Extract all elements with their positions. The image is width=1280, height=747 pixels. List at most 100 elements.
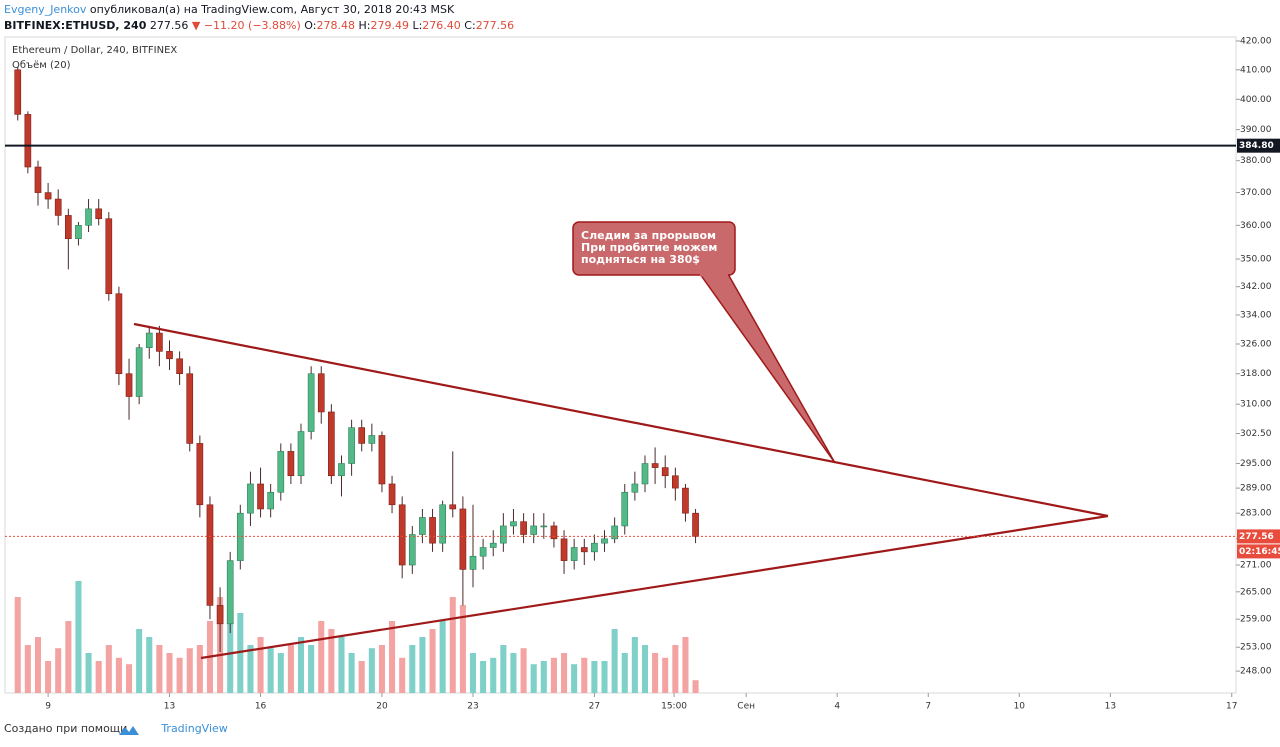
volume-bar <box>115 657 122 693</box>
volume-bar <box>561 653 568 693</box>
volume-bar <box>34 637 42 693</box>
candle-body <box>611 525 618 540</box>
author[interactable]: Evgeny_Jenkov <box>4 3 87 16</box>
volume-bar <box>186 648 193 693</box>
candle-body <box>601 538 608 544</box>
y-tick-label: 318.00 <box>1240 369 1272 379</box>
triangle-drawing <box>133 322 1109 660</box>
candle-body <box>692 512 699 537</box>
volume-bar <box>682 637 689 693</box>
volume-bar <box>672 645 679 693</box>
volume-bar <box>378 645 385 693</box>
y-tick-label: 265.00 <box>1240 587 1272 597</box>
candle-body <box>115 293 123 375</box>
candle-body <box>408 534 416 566</box>
y-tick-label: 310.00 <box>1240 400 1272 410</box>
x-tick-label: 23 <box>467 702 478 712</box>
candle-body <box>105 218 113 295</box>
callout-text: подняться на 380$ <box>581 253 700 266</box>
candle-body <box>651 463 659 468</box>
candle-body <box>621 491 629 527</box>
candle-body <box>85 208 92 226</box>
y-tick-label: 400.00 <box>1240 95 1272 105</box>
legend-subtitle: Объём (20) <box>12 60 71 71</box>
candle-body <box>419 517 426 535</box>
volume-bar <box>662 657 669 693</box>
x-tick-label: 17 <box>1226 702 1237 712</box>
x-tick-label: 13 <box>164 702 175 712</box>
candle-body <box>206 504 214 606</box>
volume-bar <box>641 645 649 693</box>
countdown-box <box>1237 544 1280 559</box>
price-label: 277.56 <box>1239 532 1274 542</box>
candle-body <box>388 483 396 506</box>
candle-body <box>500 525 507 544</box>
ohlc-key: L: <box>412 19 423 32</box>
volume-bar <box>126 664 133 693</box>
header-line-2: BITFINEX:ETHUSD, 240 277.56 ▼ −11.20 (−3… <box>4 18 514 34</box>
y-tick-label: 410.00 <box>1240 65 1272 75</box>
trend-line <box>133 322 1109 518</box>
volume-bar <box>65 621 72 693</box>
candle-body <box>560 538 568 561</box>
candle-body <box>378 435 386 485</box>
y-tick-label: 289.00 <box>1240 484 1272 494</box>
volume-bar <box>287 645 294 693</box>
candle-body <box>489 542 497 548</box>
ohlc-value: 279.49 <box>370 19 409 32</box>
volume-bar <box>308 645 315 693</box>
volume-bar <box>571 664 578 693</box>
candle-body <box>54 198 62 216</box>
callout <box>572 221 736 276</box>
volume-bar <box>237 613 244 693</box>
candle-body <box>570 547 578 561</box>
legend-title: Ethereum / Dollar, 240, BITFINEX <box>12 45 177 56</box>
volume-bar <box>146 637 153 693</box>
ohlc-value: 277.56 <box>475 19 515 32</box>
change: −11.20 (−3.88%) <box>203 19 301 32</box>
y-tick-label: 370.00 <box>1240 188 1272 198</box>
y-tick-label: 380.00 <box>1240 156 1272 166</box>
y-tick-label: 259.00 <box>1240 615 1272 625</box>
volume-bar <box>601 661 608 693</box>
candle-body <box>216 605 224 625</box>
volume-bar <box>409 645 416 693</box>
candle-body <box>65 215 72 240</box>
x-tick-label: 20 <box>376 702 388 712</box>
candle-body <box>186 373 194 444</box>
ohlc-key: C: <box>464 19 476 32</box>
candle-body <box>307 373 315 432</box>
volume-bar <box>389 621 396 693</box>
candle-body <box>328 411 335 477</box>
candle-body <box>530 525 538 535</box>
candle-body <box>267 491 274 510</box>
arrow: ▼ <box>191 19 201 32</box>
volume-bar <box>257 637 264 693</box>
volume-bar <box>510 653 517 693</box>
footer: Создано при помощи TradingView <box>4 722 228 735</box>
volume-bar <box>136 629 143 693</box>
volume-bar <box>611 629 618 693</box>
candle-body <box>550 525 558 540</box>
published: опубликовал(а) на TradingView.com, Авгус… <box>89 3 455 16</box>
candle-body <box>317 373 325 413</box>
volume-bar <box>520 648 527 693</box>
volume-bar <box>581 657 588 693</box>
candle-body <box>156 332 163 352</box>
header: Evgeny_Jenkov опубликовал(а) на TradingV… <box>4 2 514 34</box>
candle-body <box>591 542 598 553</box>
ohlc-key: H: <box>358 19 371 32</box>
volume-bar <box>631 637 638 693</box>
x-tick-label: 7 <box>925 702 931 712</box>
y-tick-label: 390.00 <box>1240 125 1272 135</box>
volume-bar <box>469 653 477 693</box>
candle-body <box>520 521 527 535</box>
candle-body <box>358 427 366 444</box>
footer-brand[interactable]: TradingView <box>161 722 228 735</box>
price-label-box <box>1237 529 1280 544</box>
volume-bar <box>652 653 659 693</box>
volume-bar <box>348 653 355 693</box>
countdown: 02:16:45 <box>1239 547 1280 557</box>
volume-bar <box>591 661 598 693</box>
